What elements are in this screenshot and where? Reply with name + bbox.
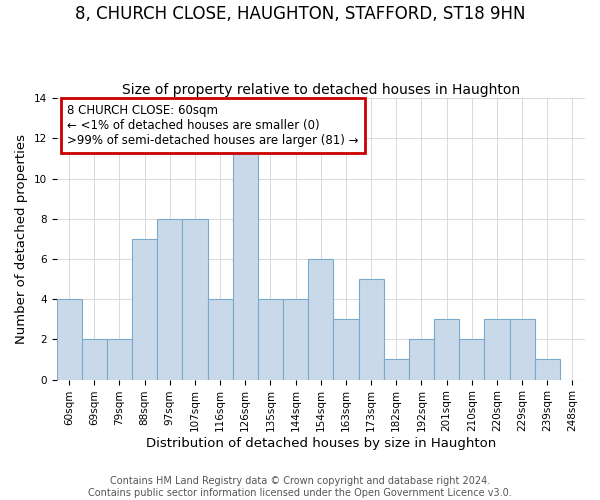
Bar <box>258 299 283 380</box>
Bar <box>107 340 132 380</box>
Bar <box>334 320 359 380</box>
Bar <box>535 360 560 380</box>
Bar <box>383 360 409 380</box>
Bar <box>157 219 182 380</box>
Text: 8, CHURCH CLOSE, HAUGHTON, STAFFORD, ST18 9HN: 8, CHURCH CLOSE, HAUGHTON, STAFFORD, ST1… <box>75 5 525 23</box>
Bar <box>434 320 459 380</box>
Bar <box>409 340 434 380</box>
Bar <box>82 340 107 380</box>
Bar <box>308 259 334 380</box>
Bar <box>132 239 157 380</box>
Bar <box>283 299 308 380</box>
Bar <box>459 340 484 380</box>
Bar <box>208 299 233 380</box>
X-axis label: Distribution of detached houses by size in Haughton: Distribution of detached houses by size … <box>146 437 496 450</box>
Text: 8 CHURCH CLOSE: 60sqm
← <1% of detached houses are smaller (0)
>99% of semi-deta: 8 CHURCH CLOSE: 60sqm ← <1% of detached … <box>67 104 359 147</box>
Bar <box>484 320 509 380</box>
Text: Contains HM Land Registry data © Crown copyright and database right 2024.
Contai: Contains HM Land Registry data © Crown c… <box>88 476 512 498</box>
Bar <box>182 219 208 380</box>
Y-axis label: Number of detached properties: Number of detached properties <box>15 134 28 344</box>
Bar <box>56 299 82 380</box>
Bar <box>233 138 258 380</box>
Title: Size of property relative to detached houses in Haughton: Size of property relative to detached ho… <box>122 83 520 97</box>
Bar <box>359 279 383 380</box>
Bar <box>509 320 535 380</box>
